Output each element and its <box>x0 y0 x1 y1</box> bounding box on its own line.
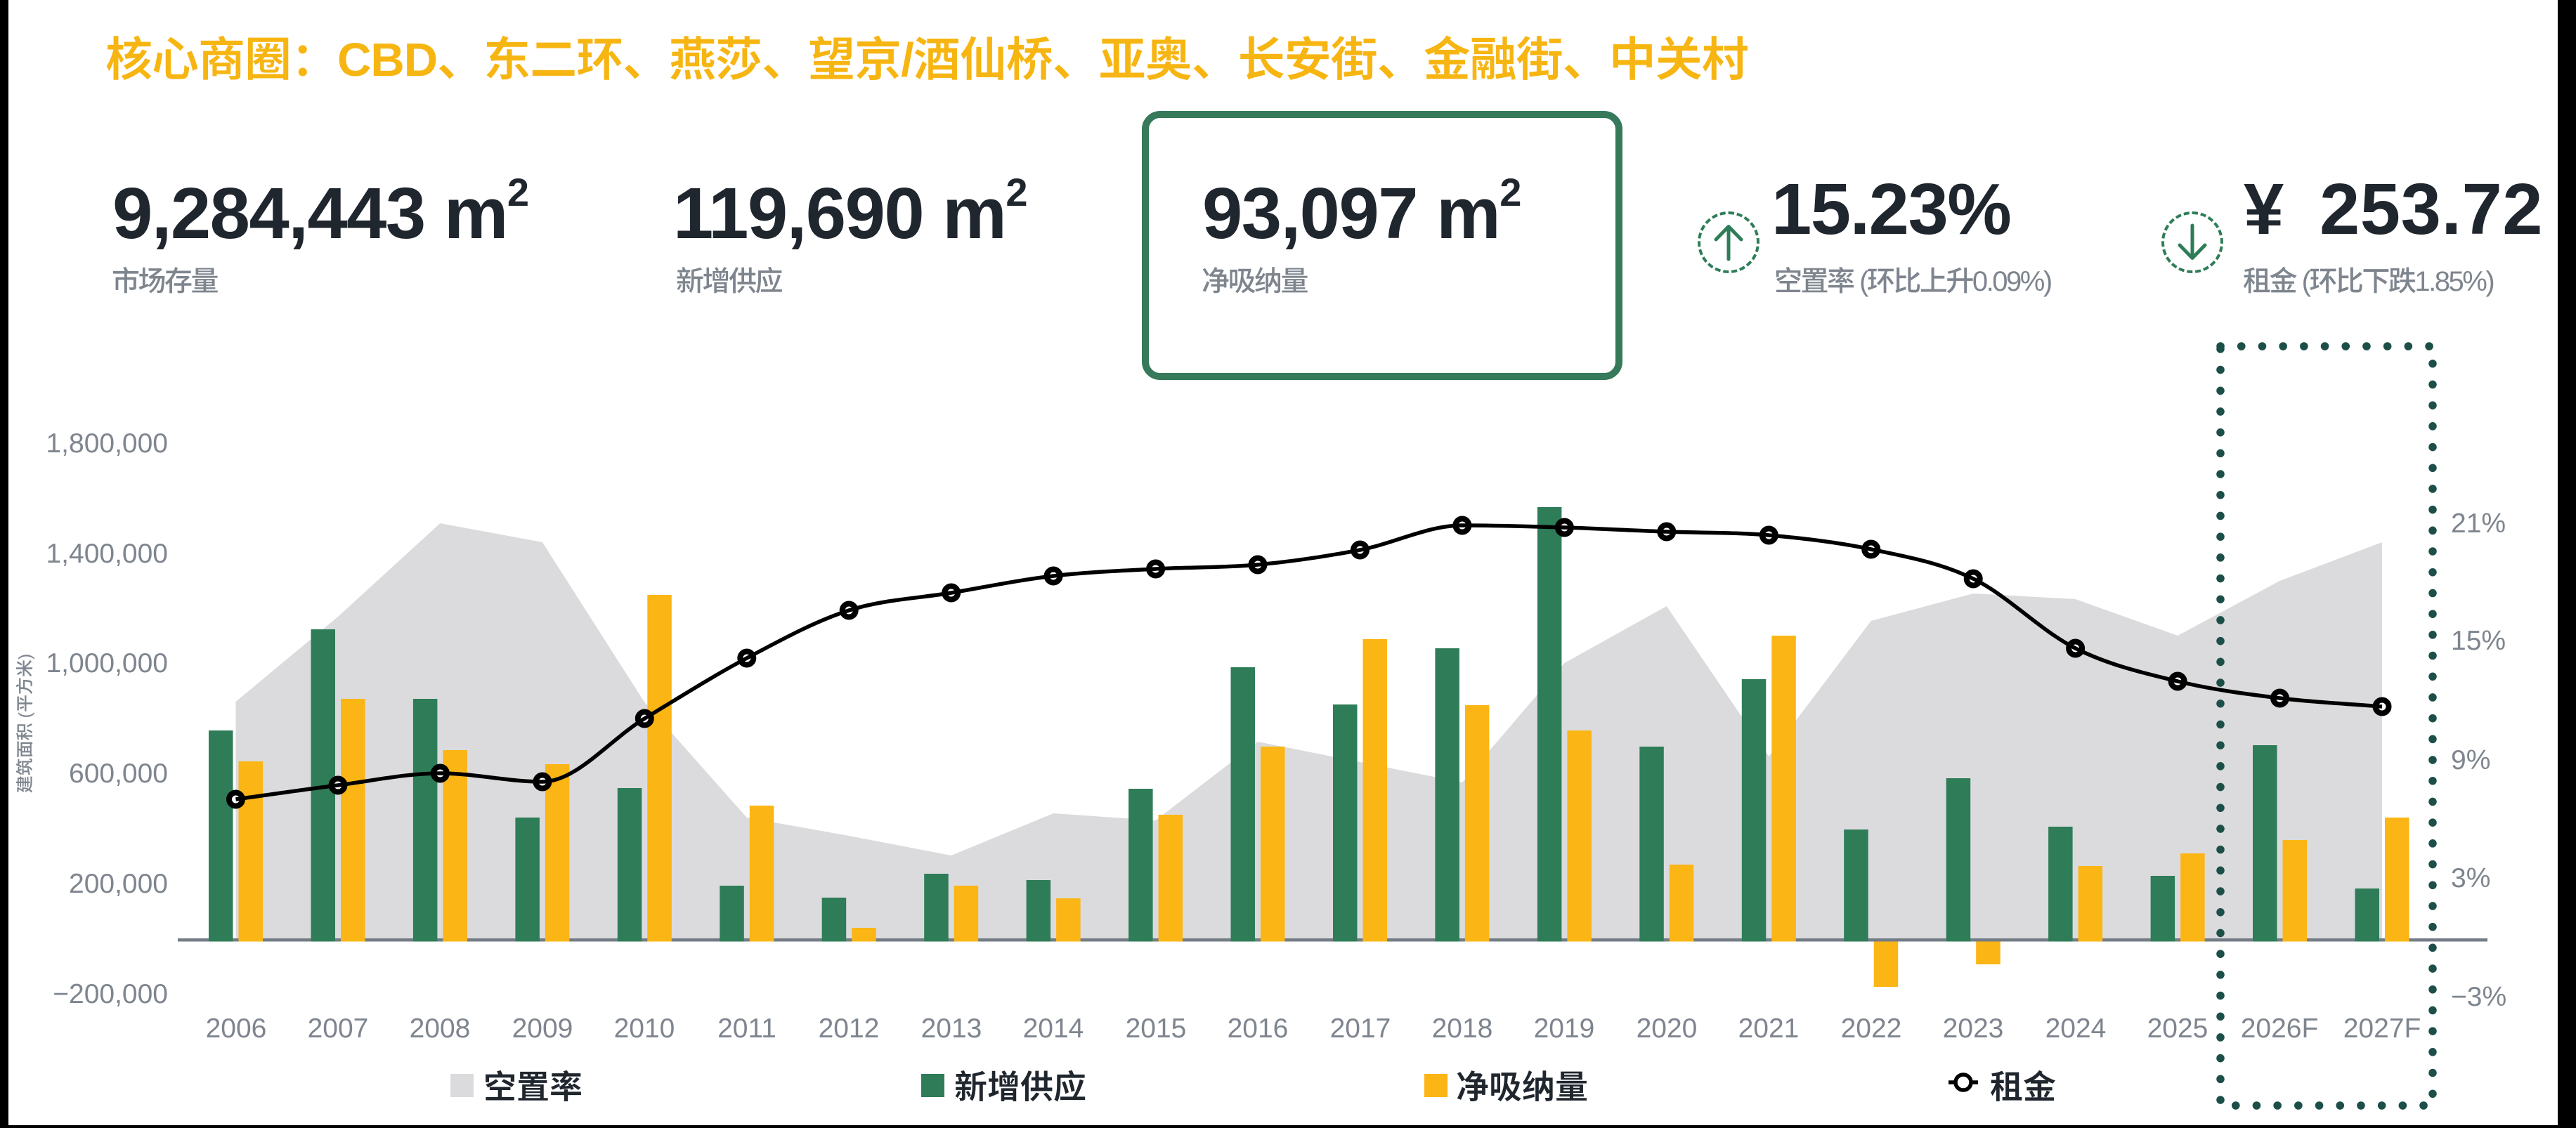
svg-text:2008: 2008 <box>410 1014 471 1044</box>
svg-text:1,800,000: 1,800,000 <box>46 428 168 459</box>
svg-text:2011: 2011 <box>717 1014 776 1044</box>
svg-text:2022: 2022 <box>1841 1014 1902 1044</box>
svg-text:1,000,000: 1,000,000 <box>46 648 168 678</box>
svg-text:2026F: 2026F <box>2241 1014 2319 1044</box>
svg-text:2025: 2025 <box>2147 1014 2209 1044</box>
svg-text:2009: 2009 <box>512 1014 573 1044</box>
svg-text:2014: 2014 <box>1023 1014 1084 1044</box>
svg-text:200,000: 200,000 <box>69 869 168 899</box>
svg-text:2006: 2006 <box>206 1014 267 1044</box>
svg-text:2021: 2021 <box>1738 1014 1800 1044</box>
svg-text:租金: 租金 <box>1990 1060 2056 1108</box>
svg-text:2023: 2023 <box>1943 1014 2004 1044</box>
svg-text:3%: 3% <box>2451 863 2490 893</box>
svg-text:新增供应: 新增供应 <box>954 1060 1086 1108</box>
svg-text:2016: 2016 <box>1228 1014 1289 1044</box>
svg-text:2017: 2017 <box>1330 1014 1391 1044</box>
svg-text:2007: 2007 <box>308 1014 369 1044</box>
svg-text:−3%: −3% <box>2451 982 2506 1012</box>
svg-text:2027F: 2027F <box>2343 1014 2421 1044</box>
svg-text:空置率: 空置率 <box>483 1060 583 1108</box>
svg-text:1,400,000: 1,400,000 <box>46 539 168 569</box>
svg-text:2019: 2019 <box>1534 1014 1595 1044</box>
svg-text:2024: 2024 <box>2045 1014 2107 1044</box>
svg-text:2012: 2012 <box>819 1014 880 1044</box>
svg-text:21%: 21% <box>2451 509 2506 539</box>
svg-text:15%: 15% <box>2451 626 2506 656</box>
svg-text:2015: 2015 <box>1126 1014 1187 1044</box>
svg-text:2020: 2020 <box>1637 1014 1698 1044</box>
svg-text:600,000: 600,000 <box>69 759 168 789</box>
svg-text:2013: 2013 <box>921 1014 982 1044</box>
svg-text:2018: 2018 <box>1432 1014 1493 1044</box>
svg-text:建筑面积 (平方米): 建筑面积 (平方米) <box>11 654 37 794</box>
svg-text:净吸纳量: 净吸纳量 <box>1456 1060 1588 1108</box>
svg-text:9%: 9% <box>2451 745 2490 775</box>
svg-text:2010: 2010 <box>614 1014 675 1044</box>
svg-text:−200,000: −200,000 <box>53 979 168 1009</box>
